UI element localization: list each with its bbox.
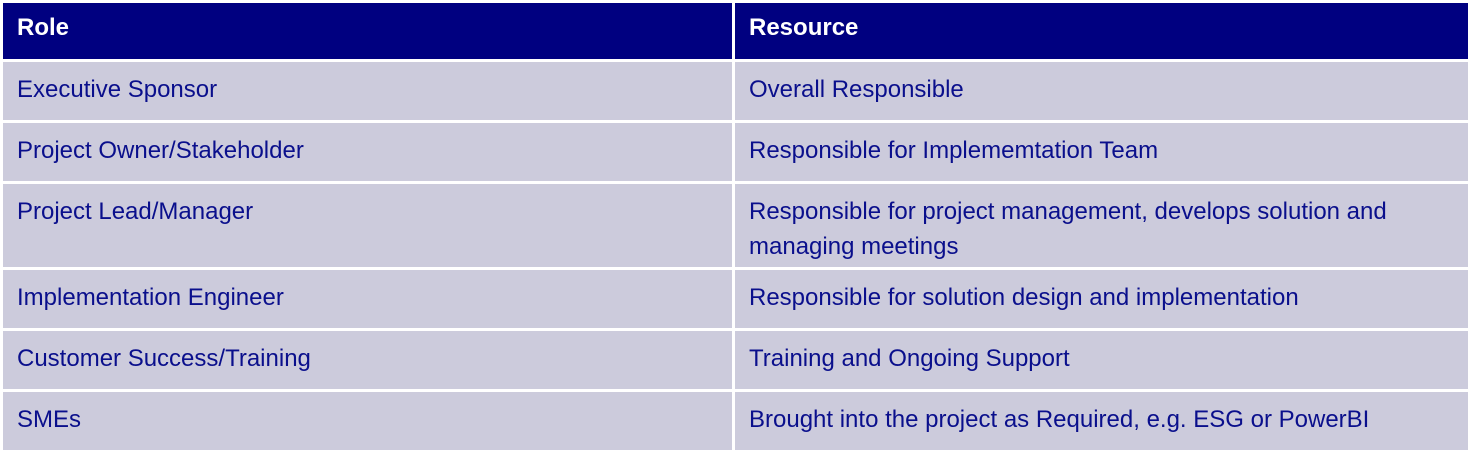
resource-cell: Overall Responsible xyxy=(735,62,1468,120)
roles-table: Role Resource Executive Sponsor Overall … xyxy=(3,3,1468,453)
role-cell: Project Lead/Manager xyxy=(3,184,735,267)
header-role: Role xyxy=(3,3,735,59)
role-cell: SMEs xyxy=(3,392,735,450)
table-row: Project Owner/Stakeholder Responsible fo… xyxy=(3,123,1468,184)
resource-cell: Responsible for solution design and impl… xyxy=(735,270,1468,328)
table-header-row: Role Resource xyxy=(3,3,1468,62)
table-row: Project Lead/Manager Responsible for pro… xyxy=(3,184,1468,270)
role-cell: Project Owner/Stakeholder xyxy=(3,123,735,181)
table-row: Implementation Engineer Responsible for … xyxy=(3,270,1468,331)
resource-cell: Training and Ongoing Support xyxy=(735,331,1468,389)
role-cell: Implementation Engineer xyxy=(3,270,735,328)
table-row: SMEs Brought into the project as Require… xyxy=(3,392,1468,453)
header-resource: Resource xyxy=(735,3,1468,59)
table-row: Executive Sponsor Overall Responsible xyxy=(3,62,1468,123)
resource-cell: Responsible for project management, deve… xyxy=(735,184,1468,267)
table-row: Customer Success/Training Training and O… xyxy=(3,331,1468,392)
role-cell: Customer Success/Training xyxy=(3,331,735,389)
resource-cell: Brought into the project as Required, e.… xyxy=(735,392,1468,450)
resource-cell: Responsible for Implememtation Team xyxy=(735,123,1468,181)
role-cell: Executive Sponsor xyxy=(3,62,735,120)
